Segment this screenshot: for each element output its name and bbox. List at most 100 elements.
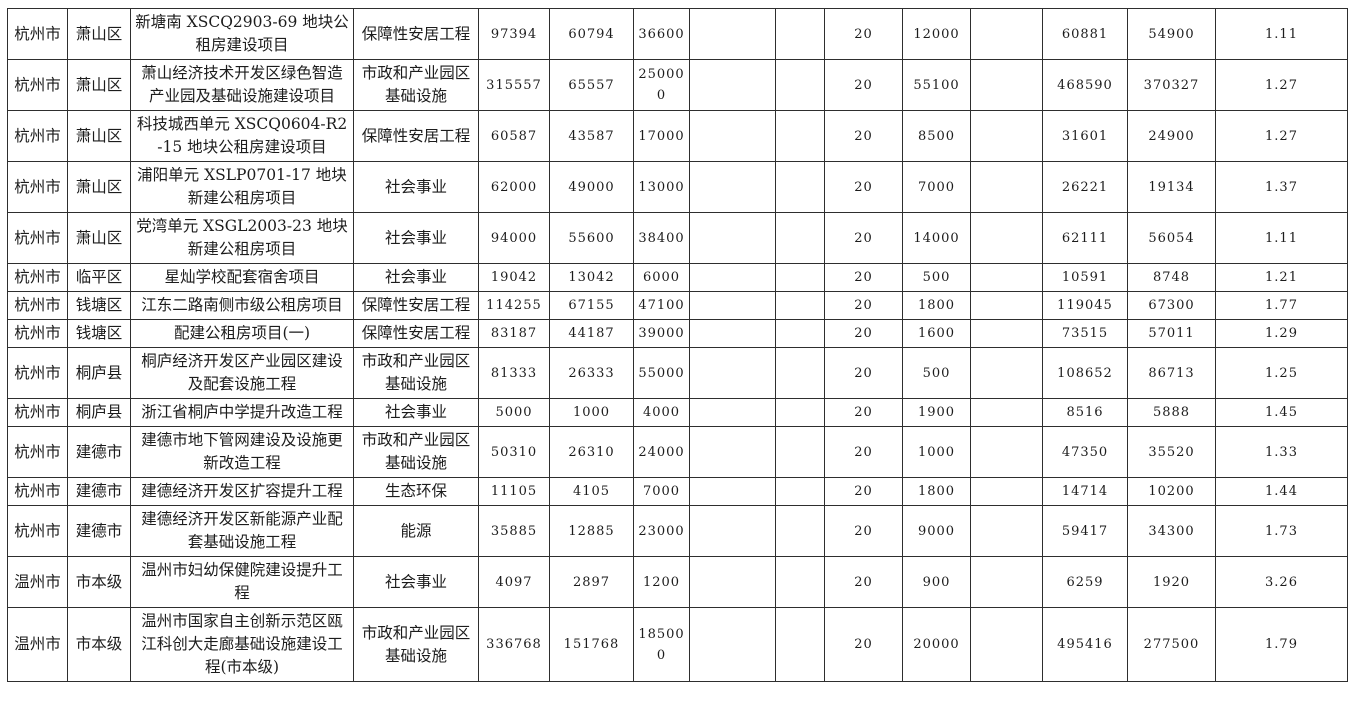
cell-city: 杭州市 — [7, 59, 68, 111]
cell-district: 建德市 — [67, 426, 131, 478]
table-row: 杭州市 桐庐县 浙江省桐庐中学提升改造工程 社会事业 5000 1000 400… — [7, 398, 1348, 427]
cell-city: 杭州市 — [7, 426, 68, 478]
cell-category: 市政和产业园区基础设施 — [353, 347, 479, 399]
cell-col10: 20 — [824, 263, 903, 292]
cell-district: 钱塘区 — [67, 319, 131, 348]
cell-col11: 500 — [902, 263, 971, 292]
cell-col13: 47350 — [1042, 426, 1128, 478]
cell-col11: 14000 — [902, 212, 971, 264]
cell-category: 保障性安居工程 — [353, 319, 479, 348]
cell-category: 社会事业 — [353, 263, 479, 292]
cell-col11: 1000 — [902, 426, 971, 478]
cell-col7: 55000 — [633, 347, 690, 399]
cell-category: 保障性安居工程 — [353, 291, 479, 320]
cell-col8 — [689, 398, 776, 427]
cell-col14: 57011 — [1127, 319, 1216, 348]
cell-col9 — [775, 212, 825, 264]
cell-district: 市本级 — [67, 607, 131, 682]
document-page: 杭州市 萧山区 新塘南 XSCQ2903-69 地块公租房建设项目 保障性安居工… — [7, 8, 1348, 682]
cell-col12 — [970, 398, 1043, 427]
cell-category: 市政和产业园区基础设施 — [353, 607, 479, 682]
cell-col5: 114255 — [478, 291, 550, 320]
cell-col6: 1000 — [549, 398, 634, 427]
cell-project-name: 温州市妇幼保健院建设提升工程 — [130, 556, 354, 608]
cell-col10: 20 — [824, 426, 903, 478]
cell-category: 社会事业 — [353, 161, 479, 213]
cell-col10: 20 — [824, 556, 903, 608]
table-row: 杭州市 钱塘区 配建公租房项目(一) 保障性安居工程 83187 44187 3… — [7, 319, 1348, 348]
cell-col6: 44187 — [549, 319, 634, 348]
cell-district: 临平区 — [67, 263, 131, 292]
cell-project-name: 星灿学校配套宿舍项目 — [130, 263, 354, 292]
cell-col13: 26221 — [1042, 161, 1128, 213]
cell-col6: 26333 — [549, 347, 634, 399]
cell-col15: 1.44 — [1215, 477, 1348, 506]
cell-col9 — [775, 505, 825, 557]
cell-col7: 1200 — [633, 556, 690, 608]
cell-col10: 20 — [824, 291, 903, 320]
cell-col12 — [970, 607, 1043, 682]
cell-col8 — [689, 110, 776, 162]
cell-category: 保障性安居工程 — [353, 8, 479, 60]
cell-col5: 5000 — [478, 398, 550, 427]
cell-project-name: 浙江省桐庐中学提升改造工程 — [130, 398, 354, 427]
cell-col6: 60794 — [549, 8, 634, 60]
cell-col10: 20 — [824, 212, 903, 264]
cell-col15: 1.21 — [1215, 263, 1348, 292]
cell-col13: 495416 — [1042, 607, 1128, 682]
cell-district: 萧山区 — [67, 212, 131, 264]
cell-col9 — [775, 477, 825, 506]
cell-col5: 11105 — [478, 477, 550, 506]
cell-col14: 1920 — [1127, 556, 1216, 608]
cell-col13: 108652 — [1042, 347, 1128, 399]
cell-col12 — [970, 212, 1043, 264]
cell-col13: 59417 — [1042, 505, 1128, 557]
cell-col14: 86713 — [1127, 347, 1216, 399]
cell-col6: 43587 — [549, 110, 634, 162]
cell-col9 — [775, 59, 825, 111]
cell-project-name: 浦阳单元 XSLP0701-17 地块新建公租房项目 — [130, 161, 354, 213]
cell-col8 — [689, 477, 776, 506]
cell-col7: 38400 — [633, 212, 690, 264]
cell-col6: 4105 — [549, 477, 634, 506]
cell-project-name: 建德市地下管网建设及设施更新改造工程 — [130, 426, 354, 478]
cell-district: 萧山区 — [67, 8, 131, 60]
cell-col5: 60587 — [478, 110, 550, 162]
cell-district: 建德市 — [67, 477, 131, 506]
cell-col8 — [689, 347, 776, 399]
cell-col12 — [970, 161, 1043, 213]
cell-col6: 65557 — [549, 59, 634, 111]
cell-col11: 8500 — [902, 110, 971, 162]
cell-city: 杭州市 — [7, 505, 68, 557]
cell-col9 — [775, 426, 825, 478]
cell-col8 — [689, 556, 776, 608]
cell-col13: 73515 — [1042, 319, 1128, 348]
cell-col8 — [689, 59, 776, 111]
cell-project-name: 配建公租房项目(一) — [130, 319, 354, 348]
cell-col13: 119045 — [1042, 291, 1128, 320]
cell-col7: 23000 — [633, 505, 690, 557]
table-row: 杭州市 临平区 星灿学校配套宿舍项目 社会事业 19042 13042 6000… — [7, 263, 1348, 292]
cell-col5: 4097 — [478, 556, 550, 608]
cell-col11: 1800 — [902, 291, 971, 320]
cell-col13: 31601 — [1042, 110, 1128, 162]
cell-col8 — [689, 505, 776, 557]
cell-col15: 1.29 — [1215, 319, 1348, 348]
cell-col14: 56054 — [1127, 212, 1216, 264]
cell-col9 — [775, 556, 825, 608]
cell-col12 — [970, 263, 1043, 292]
cell-col9 — [775, 161, 825, 213]
cell-col8 — [689, 8, 776, 60]
cell-district: 萧山区 — [67, 161, 131, 213]
table-row: 杭州市 萧山区 浦阳单元 XSLP0701-17 地块新建公租房项目 社会事业 … — [7, 161, 1348, 213]
table-row: 杭州市 建德市 建德市地下管网建设及设施更新改造工程 市政和产业园区基础设施 5… — [7, 426, 1348, 478]
cell-col10: 20 — [824, 8, 903, 60]
cell-col10: 20 — [824, 110, 903, 162]
cell-col11: 1900 — [902, 398, 971, 427]
cell-col8 — [689, 161, 776, 213]
cell-category: 能源 — [353, 505, 479, 557]
cell-col14: 10200 — [1127, 477, 1216, 506]
cell-col7: 4000 — [633, 398, 690, 427]
cell-project-name: 科技城西单元 XSCQ0604-R2-15 地块公租房建设项目 — [130, 110, 354, 162]
cell-category: 市政和产业园区基础设施 — [353, 59, 479, 111]
